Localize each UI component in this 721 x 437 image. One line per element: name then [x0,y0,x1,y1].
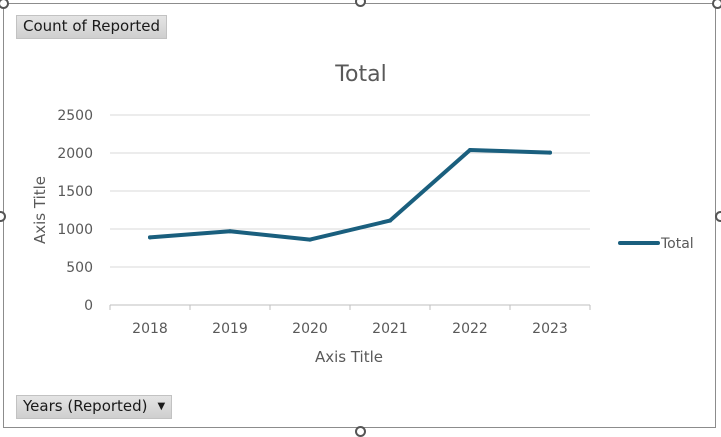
resize-handle-middle-left[interactable] [0,211,6,222]
legend-label: Total [660,236,694,252]
dropdown-arrow-icon: ▼ [157,401,166,412]
value-field-button[interactable]: Count of Reported [16,15,168,39]
data-point[interactable] [548,150,552,155]
y-tick-label: 2000 [57,146,93,162]
resize-handle-middle-right[interactable] [715,211,721,222]
axis-field-label: Years (Reported) [23,397,148,415]
data-point[interactable] [468,147,472,152]
data-point[interactable] [228,229,232,234]
x-axis-title[interactable]: Axis Title [315,348,383,366]
chart-title: Total [334,62,386,87]
y-axis-title[interactable]: Axis Title [31,176,49,244]
series-line-total[interactable] [148,148,552,242]
x-tick-label: 2021 [372,321,408,337]
resize-handle-top-left[interactable] [0,0,9,9]
x-tick-label: 2020 [292,321,328,337]
x-axis-ticks: 2018 2019 2020 2021 2022 2023 [132,321,568,337]
y-tick-label: 500 [66,260,93,276]
axis-field-filter-button[interactable]: Years (Reported) ▼ [16,395,173,419]
series-group [148,147,552,242]
gridlines [110,114,590,268]
x-axis [109,304,591,310]
x-tick-label: 2022 [452,321,488,337]
y-tick-label: 2500 [57,108,93,124]
x-tick-label: 2019 [212,321,248,337]
y-tick-label: 0 [84,298,93,314]
data-point[interactable] [388,218,392,223]
data-point[interactable] [148,235,152,240]
value-field-label: Count of Reported [23,17,161,35]
y-tick-label: 1000 [57,222,93,238]
y-tick-label: 1500 [57,184,93,200]
data-point[interactable] [308,237,312,242]
x-tick-label: 2018 [132,321,168,337]
y-axis-ticks: 0 500 1000 1500 2000 2500 [57,108,93,314]
x-tick-label: 2023 [532,321,568,337]
legend[interactable]: Total [618,236,694,252]
resize-handle-top-center[interactable] [355,0,366,7]
resize-handle-top-right[interactable] [712,0,721,9]
